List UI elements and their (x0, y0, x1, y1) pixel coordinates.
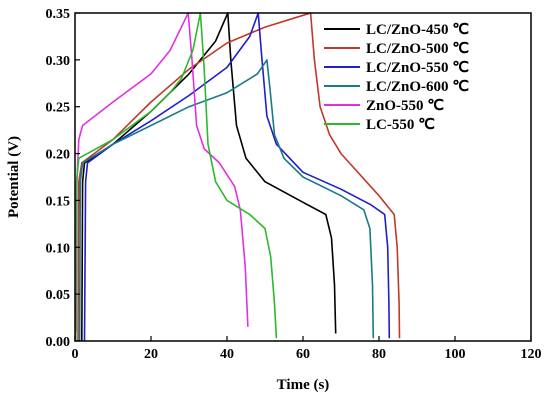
y-tick-label: 0.00 (46, 335, 71, 350)
legend-label-4: LC/ZnO-600 ℃ (366, 79, 469, 95)
series-line-3 (83, 12, 391, 342)
legend-label-3: LC/ZnO-550 ℃ (366, 60, 469, 76)
legend-label-2: LC/ZnO-500 ℃ (366, 41, 469, 57)
x-tick-label: 100 (445, 347, 466, 362)
x-tick-label: 0 (72, 347, 79, 362)
series-line-1 (81, 12, 337, 342)
legend-label-1: LC/ZnO-450 ℃ (366, 22, 469, 38)
x-tick-label: 20 (144, 347, 158, 362)
series-line-5 (75, 12, 249, 332)
ticks-layer: 0 20 40 60 80 100 120 0.00 0.05 0.10 0.15 0.20 0.25 0… (46, 7, 542, 362)
y-tick-label: 0.35 (46, 7, 71, 22)
y-axis-title: Potential (V) (6, 136, 22, 218)
series-line-4 (78, 59, 375, 342)
y-tick-label: 0.30 (46, 54, 71, 69)
y-tick-label: 0.25 (46, 101, 71, 116)
series-line-6 (75, 12, 278, 342)
legend: LC/ZnO-450 ℃ LC/ZnO-500 ℃ LC/ZnO-550 ℃ LC/Z… (324, 22, 469, 133)
y-tick-label: 0.10 (46, 241, 71, 256)
y-tick-label: 0.05 (46, 288, 71, 303)
legend-label-5: ZnO-550 ℃ (366, 98, 444, 114)
y-tick-label: 0.15 (46, 194, 71, 209)
series-line-2 (77, 12, 401, 342)
x-tick-label: 60 (296, 347, 310, 362)
y-tick-label: 0.20 (46, 148, 71, 163)
x-tick-label: 40 (220, 347, 234, 362)
x-tick-label: 120 (521, 347, 542, 362)
x-axis-title: Time (s) (277, 377, 330, 393)
x-tick-label: 80 (372, 347, 386, 362)
legend-label-6: LC-550 ℃ (366, 117, 435, 133)
series-layer (75, 12, 401, 342)
